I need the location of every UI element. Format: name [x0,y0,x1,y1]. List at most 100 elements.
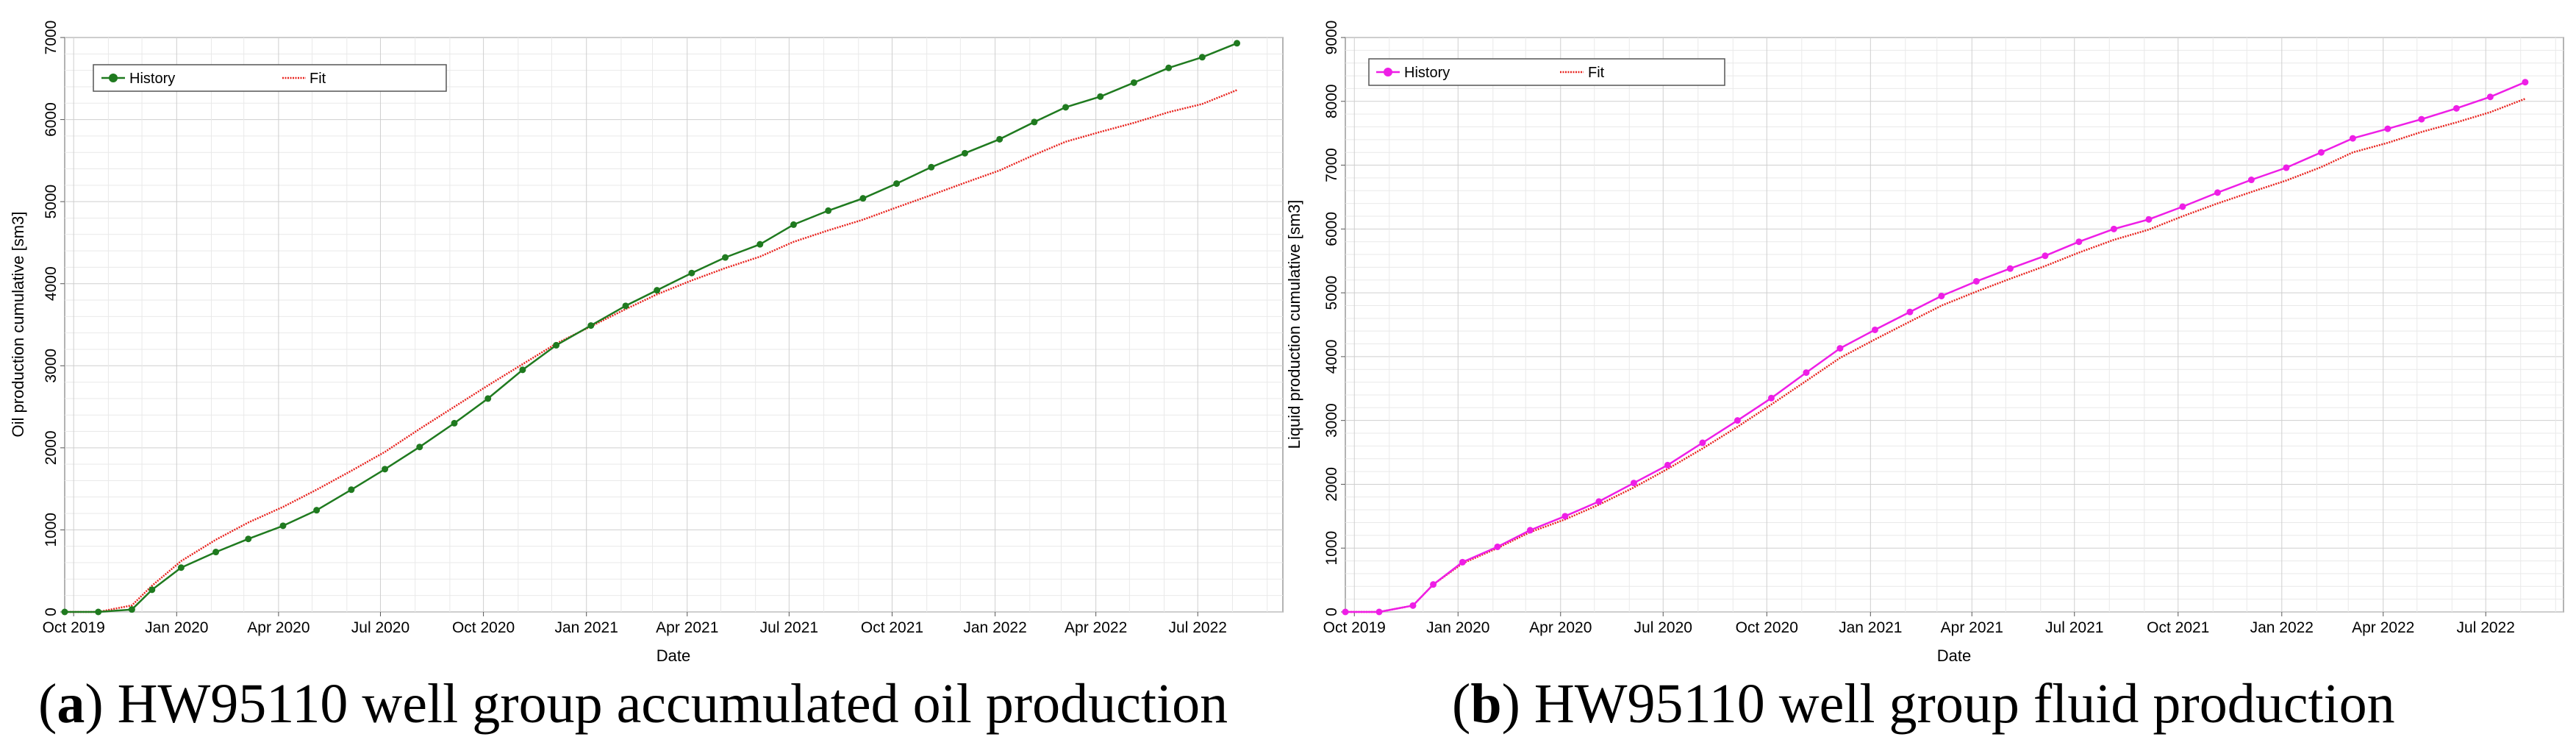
data-point-history [2349,135,2356,142]
data-point-history [859,195,867,202]
data-point-history [1595,498,1603,505]
x-tick-label: Jan 2022 [963,619,1026,636]
data-point-history [61,608,68,616]
x-tick-label: Jan 2020 [145,619,208,636]
y-tick-label: 1000 [43,513,60,547]
y-tick-label: 3000 [43,349,60,383]
data-point-history [1972,277,1980,285]
data-point-history [1803,369,1810,377]
plot-area [64,37,1284,613]
caption-b: (b) HW95110 well group fluid production [1452,673,2395,735]
data-point-history [1097,93,1104,100]
y-tick-labels: 0 1000 2000 3000 4000 5000 6000 7000 [43,21,65,616]
panel-b-liquid-production: 0 1000 2000 3000 4000 5000 6000 7000 8000 9000 Oc… [1285,21,2564,735]
data-point-history [2075,238,2083,246]
data-point-history [2486,93,2494,101]
data-point-history [177,564,185,571]
legend: History Fit [93,64,447,92]
data-point-history [2214,189,2221,196]
data-point-history [1165,64,1173,71]
data-point-history [128,606,135,613]
x-tick-label: Oct 2019 [43,619,105,636]
legend-box [93,64,447,92]
x-tick-label: Apr 2021 [656,619,718,636]
data-point-history [149,586,156,594]
data-point-history [1198,54,1206,61]
y-tick-labels: 0 1000 2000 3000 4000 5000 6000 7000 8000 9000 [1323,21,1345,616]
y-tick-label: 6000 [43,102,60,137]
data-point-history [790,221,797,228]
x-tick-label: Jan 2022 [2250,619,2314,636]
x-tick-labels: Oct 2019 Jan 2020 Apr 2020 Jul 2020 Oct 2020… [1323,612,2515,636]
y-tick-label: 6000 [1323,212,1340,246]
y-tick-label: 3000 [1323,403,1340,438]
x-tick-labels: Oct 2019 Jan 2020 Apr 2020 Jul 2020 Oct 2020… [43,612,1227,636]
data-point-history [2418,115,2425,123]
data-point-history [2317,149,2325,156]
data-point-history [1031,118,1038,126]
legend-history-label: History [129,71,175,87]
data-point-history [1938,292,1945,299]
data-point-history [928,163,935,171]
legend-history-marker [1384,68,1392,76]
series-lines [61,40,1241,616]
data-point-history [893,180,901,188]
caption-b-text: HW95110 well group fluid production [1534,673,2395,735]
x-tick-label: Jan 2020 [1426,619,1489,636]
y-tick-label: 0 [43,608,60,616]
y-tick-label: 5000 [43,185,60,219]
data-point-history [1494,543,1501,550]
caption-b-letter: b [1470,673,1501,735]
data-point-history [1430,581,1437,588]
y-tick-label: 8000 [1323,84,1340,118]
data-point-history [688,269,695,277]
data-point-history [1130,79,1137,86]
y-tick-label: 4000 [43,266,60,301]
data-point-history [756,241,764,248]
y-tick-label: 9000 [1323,21,1340,55]
y-tick-label: 5000 [1323,276,1340,310]
data-point-history [212,549,220,556]
data-point-history [279,522,287,530]
data-point-history [2283,164,2290,171]
data-point-history [2179,203,2186,210]
series-line-history [1345,81,2526,613]
data-point-history [622,302,629,310]
data-point-history [2452,104,2460,112]
x-tick-label: Oct 2019 [1323,619,1386,636]
y-tick-label: 2000 [1323,467,1340,502]
data-point-history [484,395,492,402]
x-tick-label: Oct 2020 [1736,619,1798,636]
series-line-fit [65,89,1238,613]
data-point-history [416,444,423,451]
x-tick-label: Apr 2020 [1529,619,1592,636]
data-point-history [382,466,389,473]
x-tick-label: Jul 2022 [1169,619,1227,636]
data-point-history [2384,125,2391,132]
data-point-history [1630,480,1637,487]
y-axis-label: Oil production cumulative [sm3] [9,212,27,438]
x-tick-label: Jul 2022 [2457,619,2515,636]
caption-a-letter: a [57,673,85,735]
x-tick-label: Apr 2020 [247,619,310,636]
data-point-history [1871,326,1878,333]
legend-box [1368,58,1725,86]
data-point-history [2522,79,2529,86]
data-point-history [313,507,321,514]
panel-a-oil-production: 0 1000 2000 3000 4000 5000 6000 7000 Oct 2019 Ja… [9,21,1284,735]
data-point-history [553,341,560,349]
x-tick-label: Jul 2020 [351,619,409,636]
data-point-history [519,366,526,374]
data-point-history [348,486,355,494]
data-point-history [2006,265,2014,272]
caption-a: (a) HW95110 well group accumulated oil p… [38,673,1228,735]
data-point-history [1526,527,1534,534]
data-point-history [2042,252,2049,260]
data-point-history [1836,345,1844,352]
data-point-history [1375,608,1383,616]
data-point-history [1699,439,1706,446]
series-line-history [65,42,1238,613]
data-point-history [1062,104,1070,111]
x-tick-label: Oct 2021 [861,619,923,636]
y-tick-label: 1000 [1323,531,1340,566]
